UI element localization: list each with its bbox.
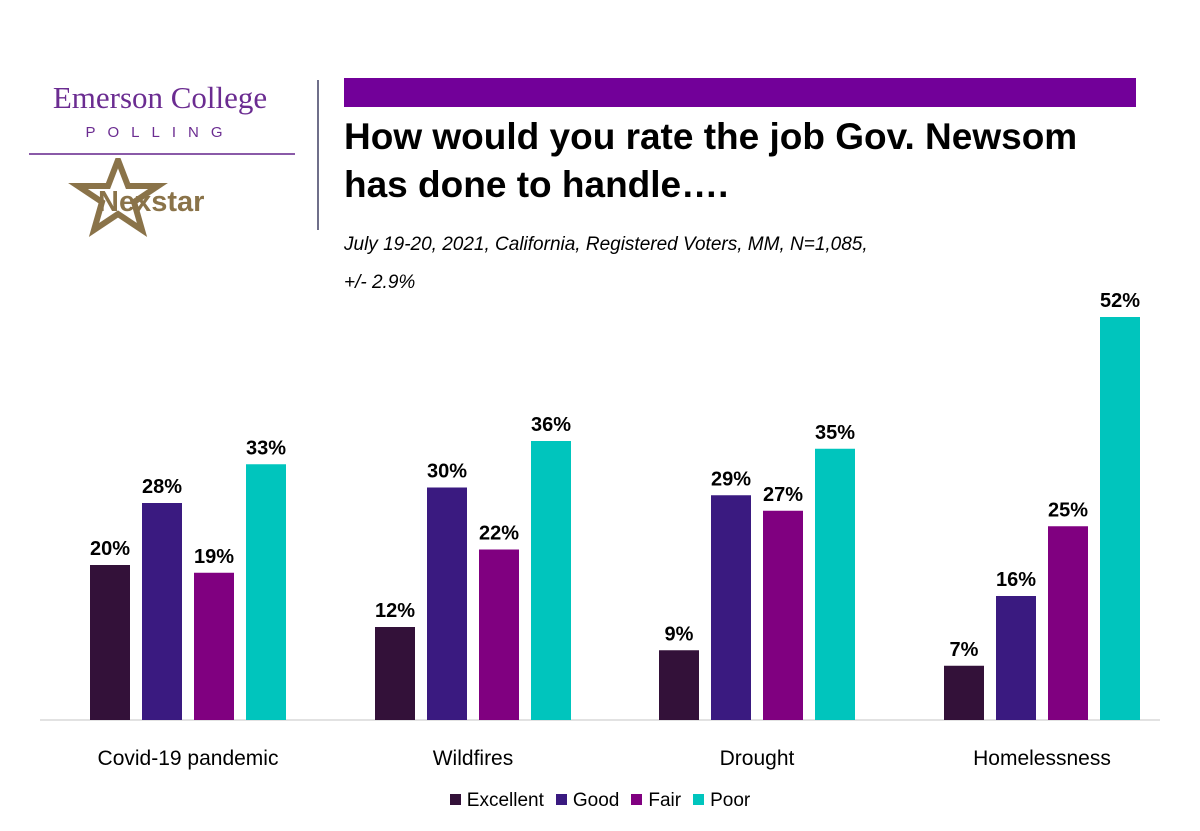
bar-fair-3 xyxy=(1048,526,1088,720)
data-label: 20% xyxy=(90,538,130,560)
data-label: 36% xyxy=(531,414,571,436)
category-label: Homelessness xyxy=(973,747,1111,770)
legend-item-fair: Fair xyxy=(631,790,681,812)
legend-swatch xyxy=(693,794,705,805)
bar-good-1 xyxy=(427,487,467,720)
emerson-college-wordmark: Emerson College xyxy=(52,80,268,115)
legend-item-poor: Poor xyxy=(693,790,750,812)
data-label: 25% xyxy=(1048,499,1088,521)
data-label: 9% xyxy=(665,623,694,645)
legend-label: Good xyxy=(572,790,620,811)
bar-excellent-1 xyxy=(375,627,415,720)
data-label: 33% xyxy=(246,437,286,459)
data-label: 16% xyxy=(996,569,1036,591)
legend-swatch xyxy=(631,794,643,805)
bar-poor-2 xyxy=(815,448,855,720)
data-label: 35% xyxy=(815,422,855,444)
header-divider xyxy=(317,80,319,230)
legend-item-good: Good xyxy=(555,790,620,812)
bar-good-3 xyxy=(996,596,1036,720)
data-label: 7% xyxy=(950,639,979,661)
data-label: 27% xyxy=(763,484,803,506)
category-label: Wildfires xyxy=(433,747,514,770)
legend-swatch xyxy=(555,794,567,805)
data-label: 22% xyxy=(479,523,519,545)
bar-fair-0 xyxy=(194,572,234,720)
bar-good-2 xyxy=(711,495,751,720)
nexstar-star-icon xyxy=(68,158,168,238)
bar-poor-3 xyxy=(1100,317,1140,720)
category-label: Covid-19 pandemic xyxy=(98,747,279,770)
data-label: 29% xyxy=(711,468,751,490)
subtitle-line-2: +/- 2.9% xyxy=(344,272,416,293)
bar-fair-2 xyxy=(763,510,803,720)
chart-legend: Excellent Good Fair Poor xyxy=(0,790,1200,812)
data-label: 30% xyxy=(427,461,467,483)
polling-wordmark: POLLING xyxy=(85,124,235,141)
subtitle-line-1: July 19-20, 2021, California, Registered… xyxy=(344,234,868,255)
logo-divider xyxy=(29,153,295,155)
bar-poor-0 xyxy=(246,464,286,720)
bar-good-0 xyxy=(142,503,182,720)
data-label: 19% xyxy=(194,546,234,568)
legend-label: Poor xyxy=(710,790,751,811)
bar-excellent-2 xyxy=(659,650,699,720)
data-label: 52% xyxy=(1100,290,1140,312)
chart-subtitle: July 19-20, 2021, California, Registered… xyxy=(344,226,994,302)
category-label: Drought xyxy=(720,747,795,770)
legend-label: Excellent xyxy=(466,790,544,811)
bar-fair-1 xyxy=(479,549,519,720)
bar-excellent-3 xyxy=(944,665,984,720)
legend-label: Fair xyxy=(648,790,682,811)
data-label: 28% xyxy=(142,476,182,498)
bar-poor-1 xyxy=(531,441,571,720)
legend-item-excellent: Excellent xyxy=(449,790,544,812)
legend-swatch xyxy=(449,794,461,805)
nexstar-wordmark: Nexstar xyxy=(98,186,205,218)
title-accent-bar xyxy=(344,78,1136,107)
data-label: 12% xyxy=(375,600,415,622)
chart-title: How would you rate the job Gov. Newsom h… xyxy=(344,116,1078,205)
bar-excellent-0 xyxy=(90,565,130,720)
